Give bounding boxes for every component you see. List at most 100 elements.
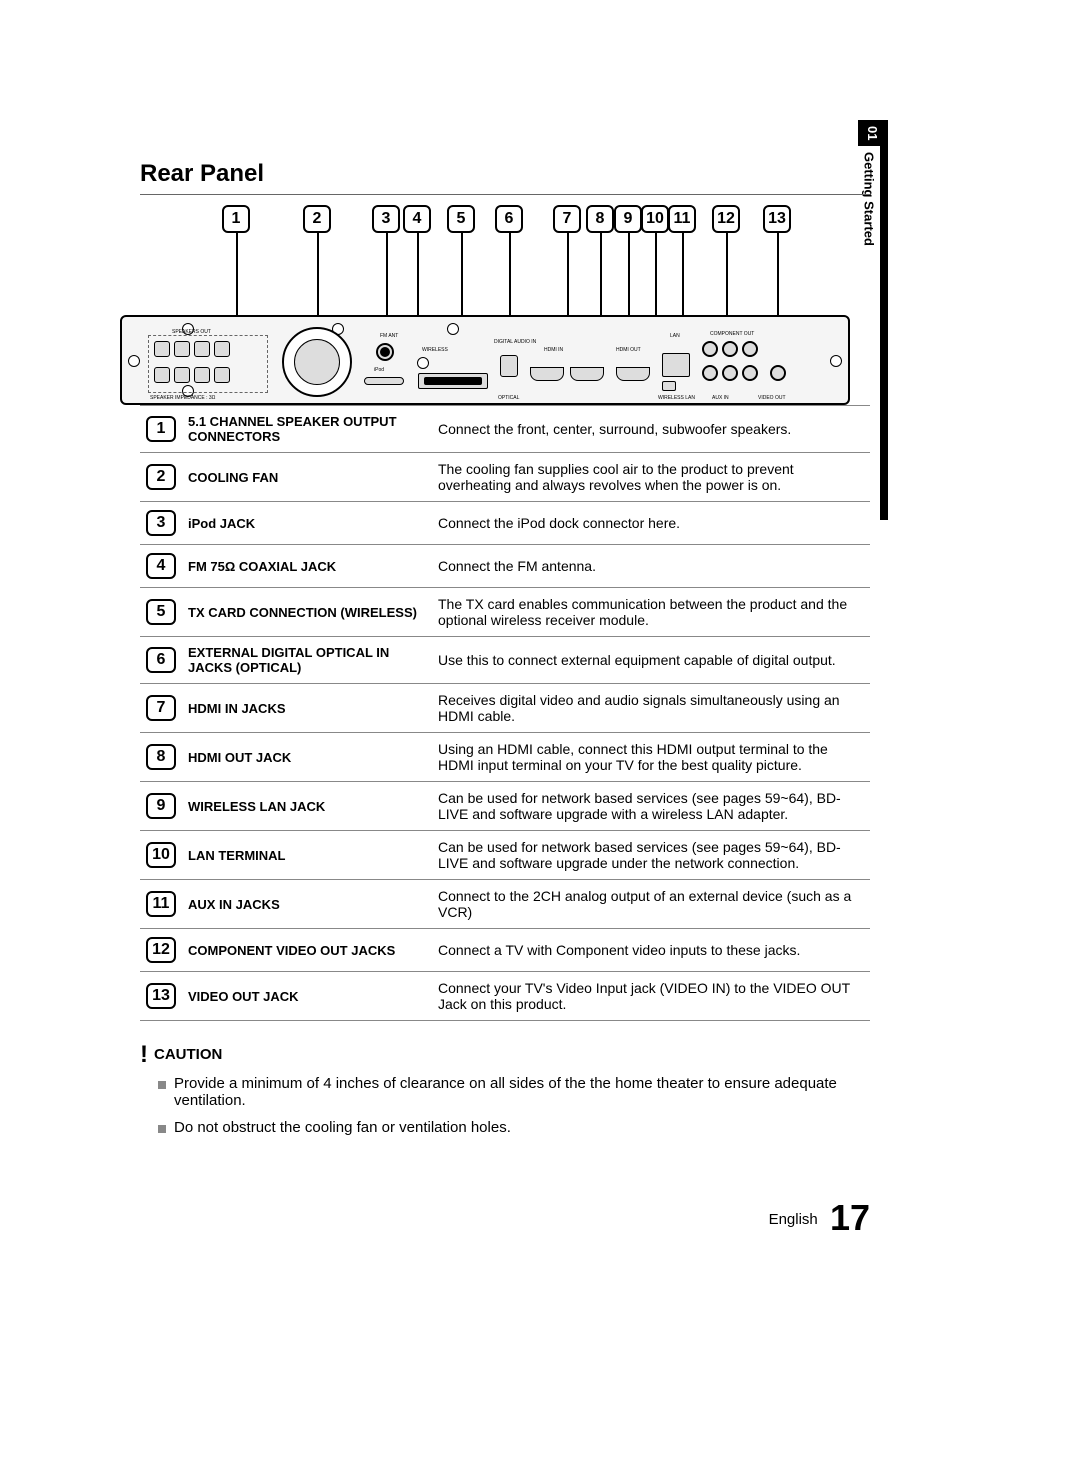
row-description: Can be used for network based services (… <box>432 782 870 831</box>
table-row: 13VIDEO OUT JACKConnect your TV's Video … <box>140 972 870 1021</box>
row-description: Can be used for network based services (… <box>432 831 870 880</box>
spec-table: 15.1 CHANNEL SPEAKER OUTPUT CONNECTORSCo… <box>140 405 870 1021</box>
row-description: Connect the front, center, surround, sub… <box>432 406 870 453</box>
row-number-badge: 1 <box>146 416 176 442</box>
table-row: 15.1 CHANNEL SPEAKER OUTPUT CONNECTORSCo… <box>140 406 870 453</box>
table-row: 3iPod JACKConnect the iPod dock connecto… <box>140 502 870 545</box>
label-hdmi-out: HDMI OUT <box>616 347 641 353</box>
section-number: 01 <box>858 120 880 146</box>
row-description: Using an HDMI cable, connect this HDMI o… <box>432 733 870 782</box>
table-row: 6EXTERNAL DIGITAL OPTICAL IN JACKS (OPTI… <box>140 637 870 684</box>
caution-heading-text: CAUTION <box>154 1046 222 1063</box>
callout-number: 3 <box>372 205 400 233</box>
row-label: HDMI IN JACKS <box>182 684 432 733</box>
side-accent-bar <box>880 120 888 520</box>
table-row: 12COMPONENT VIDEO OUT JACKSConnect a TV … <box>140 929 870 972</box>
label-impedance: SPEAKER IMPEDANCE : 3Ω <box>150 395 215 401</box>
callout-leader-line <box>567 233 569 315</box>
page-content: Rear Panel SPEAKERS OUT SPEAKER IMPEDANC… <box>140 160 870 1146</box>
row-label: LAN TERMINAL <box>182 831 432 880</box>
row-description: Connect to the 2CH analog output of an e… <box>432 880 870 929</box>
row-label: EXTERNAL DIGITAL OPTICAL IN JACKS (OPTIC… <box>182 637 432 684</box>
callout-leader-line <box>417 233 419 315</box>
label-ipod: iPod <box>374 367 384 373</box>
callout-leader-line <box>509 233 511 315</box>
callout-number: 1 <box>222 205 250 233</box>
row-description: Connect the iPod dock connector here. <box>432 502 870 545</box>
label-speakers-out: SPEAKERS OUT <box>172 329 211 335</box>
row-number-badge: 13 <box>146 983 176 1009</box>
callout-leader-line <box>628 233 630 315</box>
label-aux-in: AUX IN <box>712 395 729 401</box>
footer-language: English <box>769 1211 818 1228</box>
row-label: COMPONENT VIDEO OUT JACKS <box>182 929 432 972</box>
rear-panel-illustration: SPEAKERS OUT SPEAKER IMPEDANCE : 3Ω FM A… <box>120 315 850 405</box>
row-number-badge: 7 <box>146 695 176 721</box>
page-footer: English 17 <box>769 1197 870 1239</box>
callout-leader-line <box>461 233 463 315</box>
page-title: Rear Panel <box>140 160 870 195</box>
callout-number: 7 <box>553 205 581 233</box>
label-wireless-lan: WIRELESS LAN <box>658 395 695 401</box>
callout-leader-line <box>682 233 684 315</box>
label-component-out: COMPONENT OUT <box>710 331 754 337</box>
label-lan: LAN <box>670 333 680 339</box>
row-description: Connect a TV with Component video inputs… <box>432 929 870 972</box>
row-label: 5.1 CHANNEL SPEAKER OUTPUT CONNECTORS <box>182 406 432 453</box>
table-row: 7HDMI IN JACKSReceives digital video and… <box>140 684 870 733</box>
callout-number: 8 <box>586 205 614 233</box>
callout-leader-line <box>726 233 728 315</box>
callout-number: 2 <box>303 205 331 233</box>
row-label: WIRELESS LAN JACK <box>182 782 432 831</box>
row-description: Receives digital video and audio signals… <box>432 684 870 733</box>
callout-leader-line <box>317 233 319 315</box>
row-description: The TX card enables communication betwee… <box>432 588 870 637</box>
callout-number: 5 <box>447 205 475 233</box>
row-number-badge: 11 <box>146 891 176 917</box>
table-row: 9WIRELESS LAN JACKCan be used for networ… <box>140 782 870 831</box>
row-label: TX CARD CONNECTION (WIRELESS) <box>182 588 432 637</box>
row-label: AUX IN JACKS <box>182 880 432 929</box>
table-row: 8HDMI OUT JACKUsing an HDMI cable, conne… <box>140 733 870 782</box>
callout-number: 10 <box>641 205 669 233</box>
row-label: VIDEO OUT JACK <box>182 972 432 1021</box>
row-description: Use this to connect external equipment c… <box>432 637 870 684</box>
caution-heading: ! CAUTION <box>140 1041 870 1069</box>
label-digital-audio-in: DIGITAL AUDIO IN <box>494 339 536 345</box>
label-hdmi-in: HDMI IN <box>544 347 563 353</box>
caution-item: Provide a minimum of 4 inches of clearan… <box>158 1075 870 1109</box>
row-number-badge: 5 <box>146 599 176 625</box>
callout-number: 6 <box>495 205 523 233</box>
row-number-badge: 2 <box>146 464 176 490</box>
callout-number: 12 <box>712 205 740 233</box>
caution-item: Do not obstruct the cooling fan or venti… <box>158 1119 870 1136</box>
row-number-badge: 4 <box>146 553 176 579</box>
row-label: FM 75Ω COAXIAL JACK <box>182 545 432 588</box>
caution-block: ! CAUTION Provide a minimum of 4 inches o… <box>140 1041 870 1136</box>
row-number-badge: 9 <box>146 793 176 819</box>
callout-number: 11 <box>668 205 696 233</box>
row-description: The cooling fan supplies cool air to the… <box>432 453 870 502</box>
label-optical: OPTICAL <box>498 395 519 401</box>
row-label: iPod JACK <box>182 502 432 545</box>
callout-leader-line <box>777 233 779 315</box>
callout-leader-line <box>386 233 388 315</box>
callout-number: 13 <box>763 205 791 233</box>
callout-leader-line <box>655 233 657 315</box>
row-label: HDMI OUT JACK <box>182 733 432 782</box>
table-row: 10LAN TERMINALCan be used for network ba… <box>140 831 870 880</box>
row-number-badge: 10 <box>146 842 176 868</box>
label-video-out: VIDEO OUT <box>758 395 786 401</box>
callout-diagram: SPEAKERS OUT SPEAKER IMPEDANCE : 3Ω FM A… <box>140 205 870 385</box>
footer-page-number: 17 <box>830 1197 870 1238</box>
callout-number: 4 <box>403 205 431 233</box>
row-number-badge: 3 <box>146 510 176 536</box>
row-number-badge: 8 <box>146 744 176 770</box>
callout-leader-line <box>600 233 602 315</box>
callout-number: 9 <box>614 205 642 233</box>
table-row: 5TX CARD CONNECTION (WIRELESS)The TX car… <box>140 588 870 637</box>
caution-icon: ! <box>140 1041 148 1069</box>
row-description: Connect your TV's Video Input jack (VIDE… <box>432 972 870 1021</box>
label-wireless: WIRELESS <box>422 347 448 353</box>
callout-leader-line <box>236 233 238 315</box>
